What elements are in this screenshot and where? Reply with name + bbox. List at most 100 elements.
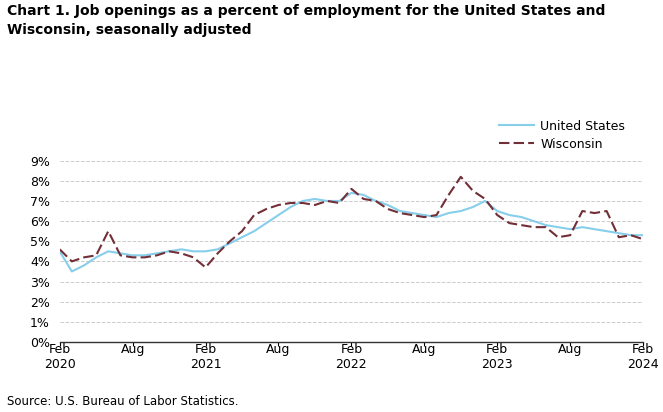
- Wisconsin: [457, 174, 465, 179]
- United States: [420, 213, 428, 218]
- United States: [92, 255, 100, 260]
- Wisconsin: [591, 211, 599, 215]
- Text: Source: U.S. Bureau of Labor Statistics.: Source: U.S. Bureau of Labor Statistics.: [7, 395, 238, 408]
- Wisconsin: [92, 253, 100, 258]
- Wisconsin: [469, 188, 477, 193]
- Legend: United States, Wisconsin: United States, Wisconsin: [499, 120, 625, 151]
- Wisconsin: [445, 192, 453, 197]
- Wisconsin: [311, 203, 319, 208]
- United States: [432, 215, 440, 220]
- Text: Feb
2021: Feb 2021: [190, 343, 221, 371]
- Wisconsin: [263, 206, 271, 211]
- United States: [639, 233, 647, 238]
- United States: [518, 215, 526, 220]
- Wisconsin: [603, 208, 611, 213]
- United States: [117, 251, 125, 256]
- Text: Feb
2023: Feb 2023: [481, 343, 513, 371]
- Wisconsin: [615, 235, 623, 240]
- United States: [335, 199, 343, 204]
- Wisconsin: [226, 239, 234, 244]
- United States: [263, 221, 271, 226]
- United States: [481, 199, 489, 204]
- United States: [384, 203, 392, 208]
- United States: [238, 235, 246, 240]
- United States: [396, 208, 404, 213]
- United States: [104, 249, 112, 254]
- Wisconsin: [177, 251, 185, 256]
- United States: [202, 249, 210, 254]
- Wisconsin: [202, 265, 210, 270]
- United States: [165, 249, 173, 254]
- United States: [68, 269, 76, 274]
- United States: [153, 251, 161, 256]
- United States: [250, 229, 258, 234]
- United States: [190, 249, 198, 254]
- Wisconsin: [481, 197, 489, 201]
- United States: [603, 229, 611, 234]
- Wisconsin: [274, 203, 282, 208]
- United States: [299, 199, 307, 204]
- Wisconsin: [432, 213, 440, 218]
- United States: [323, 199, 331, 204]
- Wisconsin: [627, 233, 635, 238]
- Text: Feb
2020: Feb 2020: [44, 343, 76, 371]
- Wisconsin: [165, 249, 173, 254]
- United States: [56, 249, 64, 254]
- United States: [347, 190, 355, 195]
- Text: Chart 1. Job openings as a percent of employment for the United States and
Wisco: Chart 1. Job openings as a percent of em…: [7, 4, 605, 37]
- Wisconsin: [359, 197, 367, 201]
- United States: [542, 222, 550, 227]
- United States: [578, 225, 586, 229]
- Wisconsin: [153, 253, 161, 258]
- United States: [286, 204, 294, 209]
- Wisconsin: [190, 255, 198, 260]
- United States: [408, 211, 416, 215]
- Wisconsin: [505, 221, 513, 226]
- United States: [177, 247, 185, 252]
- Wisconsin: [566, 233, 574, 238]
- Wisconsin: [56, 247, 64, 252]
- Wisconsin: [323, 199, 331, 204]
- Line: United States: United States: [60, 193, 655, 272]
- Wisconsin: [542, 225, 550, 229]
- Wisconsin: [80, 255, 88, 260]
- Wisconsin: [129, 255, 137, 260]
- United States: [226, 241, 234, 246]
- United States: [493, 208, 501, 213]
- United States: [141, 253, 149, 258]
- Wisconsin: [639, 237, 647, 242]
- Wisconsin: [530, 225, 538, 229]
- Text: Aug: Aug: [267, 343, 290, 356]
- United States: [457, 208, 465, 213]
- Wisconsin: [141, 255, 149, 260]
- Wisconsin: [213, 251, 221, 256]
- Wisconsin: [651, 237, 659, 242]
- Wisconsin: [238, 229, 246, 234]
- United States: [651, 233, 659, 238]
- United States: [372, 199, 380, 204]
- Wisconsin: [347, 186, 355, 191]
- United States: [627, 233, 635, 238]
- Text: Aug: Aug: [412, 343, 436, 356]
- United States: [469, 204, 477, 209]
- Wisconsin: [117, 253, 125, 258]
- United States: [274, 213, 282, 218]
- Wisconsin: [420, 215, 428, 220]
- Wisconsin: [384, 206, 392, 211]
- United States: [554, 225, 562, 229]
- United States: [591, 227, 599, 232]
- Wisconsin: [396, 211, 404, 215]
- Text: Aug: Aug: [558, 343, 582, 356]
- United States: [505, 213, 513, 218]
- United States: [445, 211, 453, 215]
- Wisconsin: [104, 229, 112, 234]
- Wisconsin: [578, 208, 586, 213]
- United States: [615, 231, 623, 236]
- Wisconsin: [286, 201, 294, 206]
- United States: [213, 247, 221, 252]
- Text: Feb
2022: Feb 2022: [335, 343, 367, 371]
- Wisconsin: [68, 259, 76, 264]
- United States: [80, 263, 88, 268]
- United States: [359, 192, 367, 197]
- Wisconsin: [408, 213, 416, 218]
